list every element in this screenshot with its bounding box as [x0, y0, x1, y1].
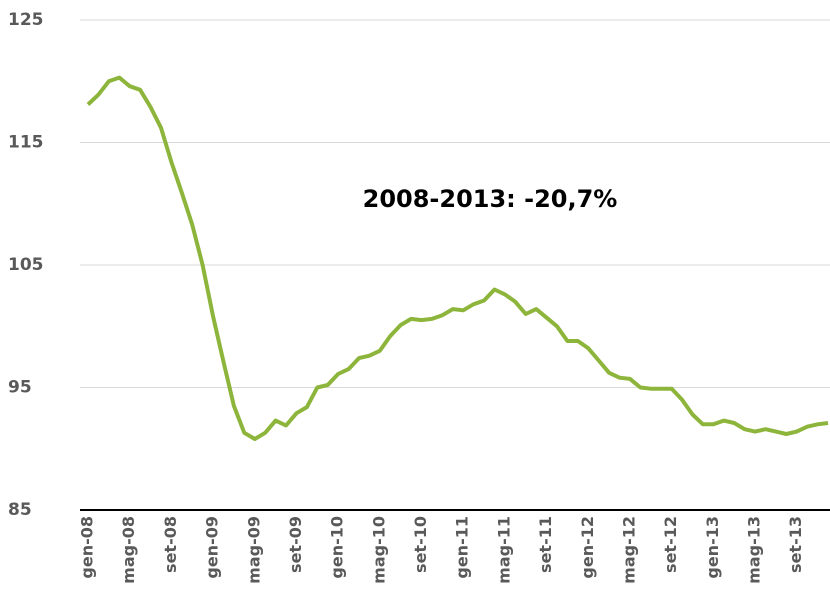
x-tick-label: mag-09: [244, 516, 263, 584]
x-tick-label: gen-11: [453, 516, 472, 579]
y-tick-label: 85: [8, 500, 32, 520]
x-tick-label: set-08: [161, 516, 180, 573]
x-tick-label: mag-08: [119, 516, 138, 584]
x-tick-label: mag-11: [494, 516, 513, 584]
x-tick-label: mag-13: [745, 516, 764, 584]
x-tick-label: set-11: [536, 516, 555, 573]
x-tick-label: mag-12: [619, 516, 638, 584]
y-tick-label: 95: [8, 378, 32, 398]
x-tick-label: mag-10: [369, 516, 388, 584]
x-tick-label: set-10: [411, 516, 430, 573]
x-tick-label: set-09: [286, 516, 305, 573]
y-tick-label: 125: [8, 10, 44, 30]
x-tick-label: set-12: [661, 516, 680, 573]
x-tick-label: gen-12: [578, 516, 597, 579]
x-tick-label: gen-08: [78, 516, 97, 579]
x-tick-label: set-13: [786, 516, 805, 573]
annotation: 2008-2013: -20,7%: [363, 185, 618, 213]
x-tick-label: gen-13: [703, 516, 722, 579]
y-tick-label: 105: [8, 255, 44, 275]
line: [86, 75, 829, 441]
x-tick-label: gen-09: [203, 516, 222, 579]
y-tick-label: 115: [8, 133, 44, 153]
x-tick-label: gen-10: [328, 516, 347, 579]
